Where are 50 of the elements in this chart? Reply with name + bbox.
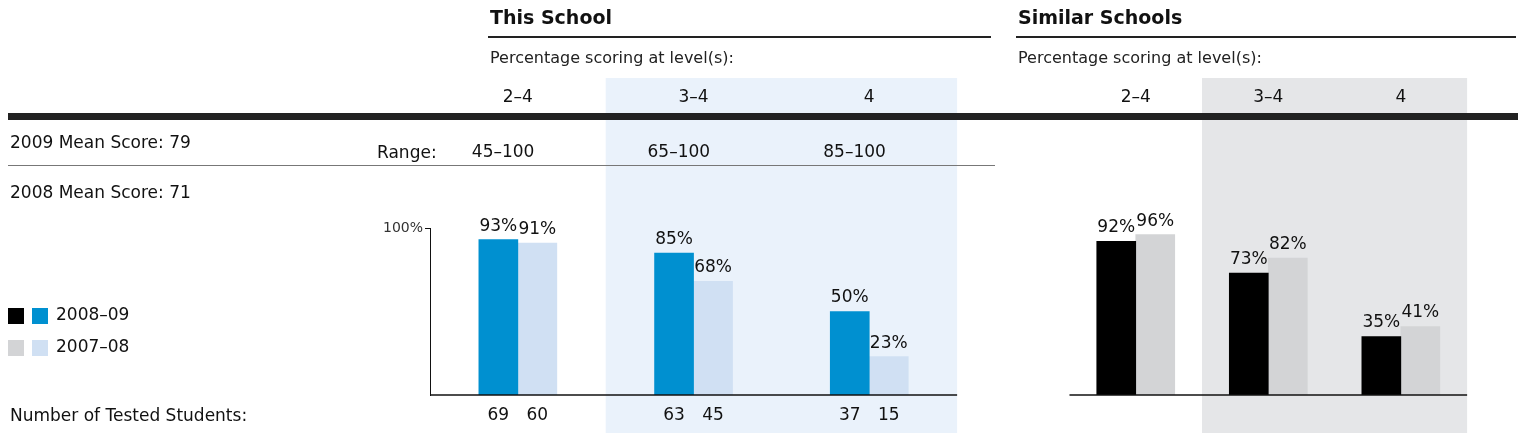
text: 15 <box>877 404 900 425</box>
bar <box>1267 257 1308 395</box>
text: 69 <box>487 404 510 425</box>
data-label: 73% <box>1229 248 1268 269</box>
bar <box>478 239 519 395</box>
x-tick-label: 3–4 <box>678 86 709 107</box>
y-tick-label: 100% <box>382 218 423 235</box>
bar <box>1361 336 1402 395</box>
text: 45 <box>702 404 724 425</box>
text: Number of Tested Students: <box>10 405 248 425</box>
chart-title: Similar Schools <box>1018 6 1183 28</box>
chart-title: This School <box>490 6 613 28</box>
text: 85–100 <box>823 141 886 162</box>
data-label: 41% <box>1401 301 1440 322</box>
bar <box>1135 234 1176 395</box>
x-tick-label: 4 <box>1395 86 1407 107</box>
data-label: 35% <box>1362 311 1401 332</box>
bar <box>1400 326 1441 395</box>
bar <box>1096 241 1137 395</box>
text: 45–100 <box>471 141 535 162</box>
data-label: 85% <box>655 227 693 248</box>
text: 60 <box>526 404 549 425</box>
data-label: 82% <box>1268 232 1307 253</box>
data-label: 68% <box>694 256 732 277</box>
x-tick-label: 4 <box>863 86 875 107</box>
text: 37 <box>838 404 861 425</box>
legend-label: 2008–09 <box>56 304 130 325</box>
data-label: 93% <box>479 214 518 235</box>
text: 2008 Mean Score: 71 <box>10 182 191 202</box>
data-label: 96% <box>1136 209 1175 230</box>
bar <box>829 311 870 395</box>
data-label: 50% <box>830 286 869 307</box>
x-tick-label: 2–4 <box>1120 86 1151 107</box>
chart-subtitle: Percentage scoring at level(s): <box>490 48 734 67</box>
bar <box>517 242 558 395</box>
bar <box>654 252 694 395</box>
data-label: 23% <box>869 331 908 352</box>
x-tick-label: 3–4 <box>1253 86 1284 107</box>
bar <box>868 356 909 395</box>
text: 63 <box>663 404 685 425</box>
legend-label: 2007–08 <box>56 336 130 357</box>
bar <box>693 281 733 395</box>
text: 65–100 <box>647 141 711 162</box>
text: 2009 Mean Score: 79 <box>10 132 191 152</box>
data-label: 92% <box>1097 216 1136 237</box>
data-label: 91% <box>518 217 557 238</box>
chart-subtitle: Percentage scoring at level(s): <box>1018 48 1262 67</box>
x-tick-label: 2–4 <box>502 86 533 107</box>
bar <box>1228 272 1269 395</box>
text: Range: <box>377 142 437 162</box>
